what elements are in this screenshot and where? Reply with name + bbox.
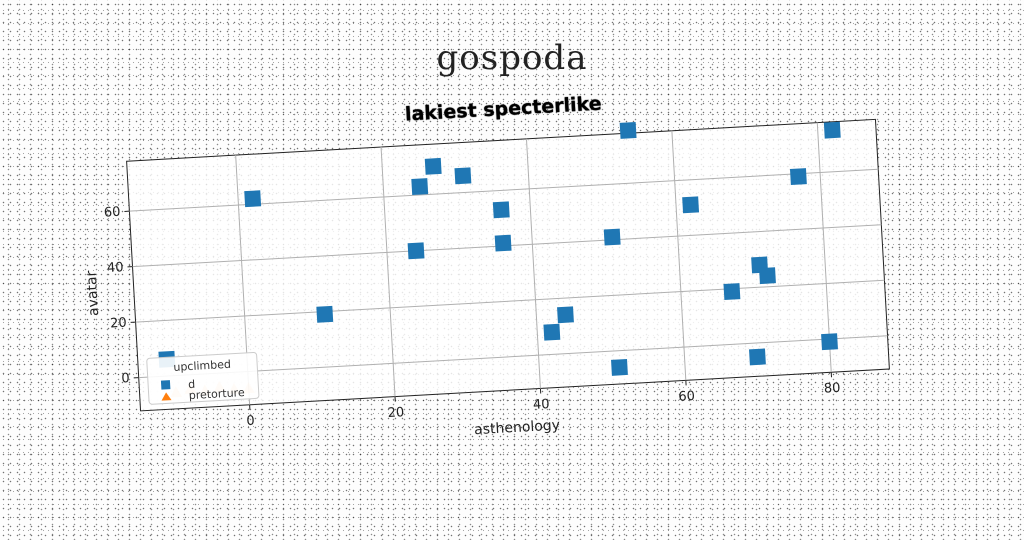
x-axis-label: asthenology bbox=[474, 417, 561, 438]
data-point-d bbox=[454, 167, 471, 184]
data-point-d bbox=[425, 158, 442, 175]
x-tick-label: 0 bbox=[246, 414, 255, 429]
y-axis-label: avatar bbox=[84, 270, 103, 316]
data-point-d bbox=[493, 201, 510, 218]
data-point-d bbox=[244, 190, 261, 207]
x-tick-label: 60 bbox=[678, 389, 695, 405]
data-point-d bbox=[620, 122, 637, 139]
data-point-d bbox=[316, 306, 333, 323]
x-tick-label: 20 bbox=[387, 405, 404, 421]
legend-marker-d bbox=[161, 380, 170, 389]
data-point-d bbox=[790, 168, 807, 185]
data-point-d bbox=[495, 235, 512, 252]
y-tick-label: 60 bbox=[104, 205, 121, 221]
data-point-d bbox=[682, 196, 699, 213]
data-point-d bbox=[821, 333, 838, 350]
data-point-d bbox=[408, 242, 425, 259]
data-point-d bbox=[411, 178, 428, 195]
data-point-d bbox=[749, 348, 766, 365]
x-tick-label: 80 bbox=[823, 381, 840, 397]
legend: upclimbed d pretorture bbox=[147, 352, 259, 404]
y-tick-label: 20 bbox=[110, 316, 127, 332]
y-tick-label: 40 bbox=[107, 260, 124, 276]
data-point-d bbox=[611, 359, 628, 376]
data-point-d bbox=[557, 306, 574, 323]
data-point-d bbox=[824, 122, 841, 139]
x-tick-label: 40 bbox=[533, 397, 550, 413]
data-point-d bbox=[543, 324, 560, 341]
data-point-d bbox=[604, 229, 621, 246]
data-point-d bbox=[759, 267, 776, 284]
data-point-d bbox=[723, 283, 740, 300]
y-tick-label: 0 bbox=[121, 371, 130, 386]
